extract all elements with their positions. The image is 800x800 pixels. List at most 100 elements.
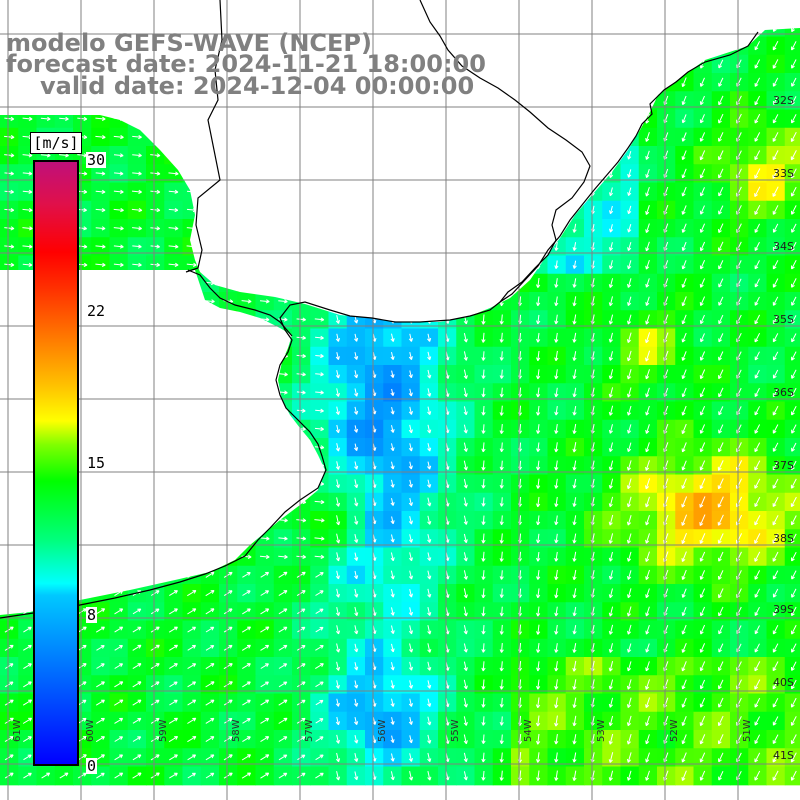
wind-arrow [608,314,614,325]
wind-arrow [354,515,359,525]
wind-arrow [627,150,632,160]
wind-arrow [150,189,161,194]
wind-arrow [22,153,33,158]
wind-arrow [390,552,395,562]
wind-arrow [390,461,395,470]
wind-arrow [572,460,577,471]
lon-label: 60W [85,719,96,742]
wind-arrow [609,224,614,233]
wind-arrow [427,515,432,525]
wind-arrow [354,552,359,561]
wind-arrow [717,496,724,508]
wind-arrow [572,569,577,581]
wind-arrow [205,299,215,304]
wind-arrow [481,588,486,599]
wind-arrow [150,590,160,596]
wind-arrow [572,606,577,617]
wind-arrow [791,205,797,215]
wind-arrow [536,277,541,288]
wind-arrow [718,150,724,161]
colorbar-tick-0: 0 [86,757,98,775]
wind-cell [784,365,800,384]
wind-arrow [278,644,288,651]
wind-arrow [390,588,395,598]
wind-arrow [645,278,650,288]
wind-arrow [536,405,541,416]
wind-arrow [336,533,341,544]
wind-arrow [699,296,706,306]
wind-arrow [408,497,413,507]
wind-arrow [608,514,614,526]
wind-arrow [95,134,106,140]
wind-arrow [572,533,577,544]
wind-arrow [790,186,797,197]
wind-arrow [699,114,705,124]
wind-arrow [572,497,577,507]
wind-arrow [297,608,306,615]
colorbar-tick-22: 22 [86,302,107,320]
wind-arrow [314,554,325,559]
wind-arrow [463,515,468,525]
wind-arrow [681,533,687,544]
wind-arrow [608,387,614,398]
wind-arrow [626,350,632,362]
wind-arrow [408,461,413,470]
wind-arrow [791,369,797,379]
wind-arrow [242,572,251,578]
wind-cell [784,456,800,476]
wind-arrow [150,644,160,651]
lat-label: 37S [773,459,794,472]
wind-arrow [718,606,724,617]
wind-arrow [681,405,687,416]
wind-arrow [4,626,14,633]
wind-cell [784,54,800,74]
wind-arrow [554,424,559,434]
wind-arrow [132,171,142,176]
wind-arrow [554,314,559,325]
wind-arrow [296,372,306,377]
wind-arrow [536,643,541,653]
wind-arrow [536,478,541,489]
wind-arrow [681,260,687,270]
wind-arrow [463,497,468,507]
wind-arrow [113,226,124,231]
wind-arrow [481,551,486,562]
wind-arrow [572,296,577,307]
wind-arrow [791,624,797,635]
wind-arrow [408,643,414,653]
wind-arrow [4,171,14,176]
wind-arrow [626,533,632,544]
wind-arrow [681,77,687,88]
wind-arrow [354,606,359,617]
wind-arrow [499,314,504,325]
wind-arrow [278,372,288,377]
wind-arrow [627,570,632,580]
wind-arrow [754,351,760,361]
wind-arrow [354,570,359,580]
wind-arrow [645,186,650,197]
wind-arrow [4,153,15,158]
wind-arrow [205,590,215,597]
wind-arrow [699,351,706,361]
wind-arrow [499,387,504,398]
wind-arrow [608,570,613,580]
wind-arrow [354,479,359,489]
wind-arrow [772,369,779,379]
wind-arrow [772,314,779,325]
wind-arrow [699,460,706,471]
wind-arrow [718,95,724,106]
wind-arrow [315,608,324,615]
wind-arrow [481,314,486,325]
wind-arrow [315,372,324,377]
wind-arrow [754,241,760,252]
wind-arrow [536,624,541,635]
wind-arrow [754,41,761,51]
wind-arrow [717,478,724,490]
wind-arrow [718,387,724,398]
wind-arrow [296,554,307,559]
wind-arrow [536,350,541,362]
wind-arrow [427,552,432,562]
wind-arrow [790,496,797,508]
wind-arrow [536,496,541,508]
wind-arrow [772,241,779,251]
